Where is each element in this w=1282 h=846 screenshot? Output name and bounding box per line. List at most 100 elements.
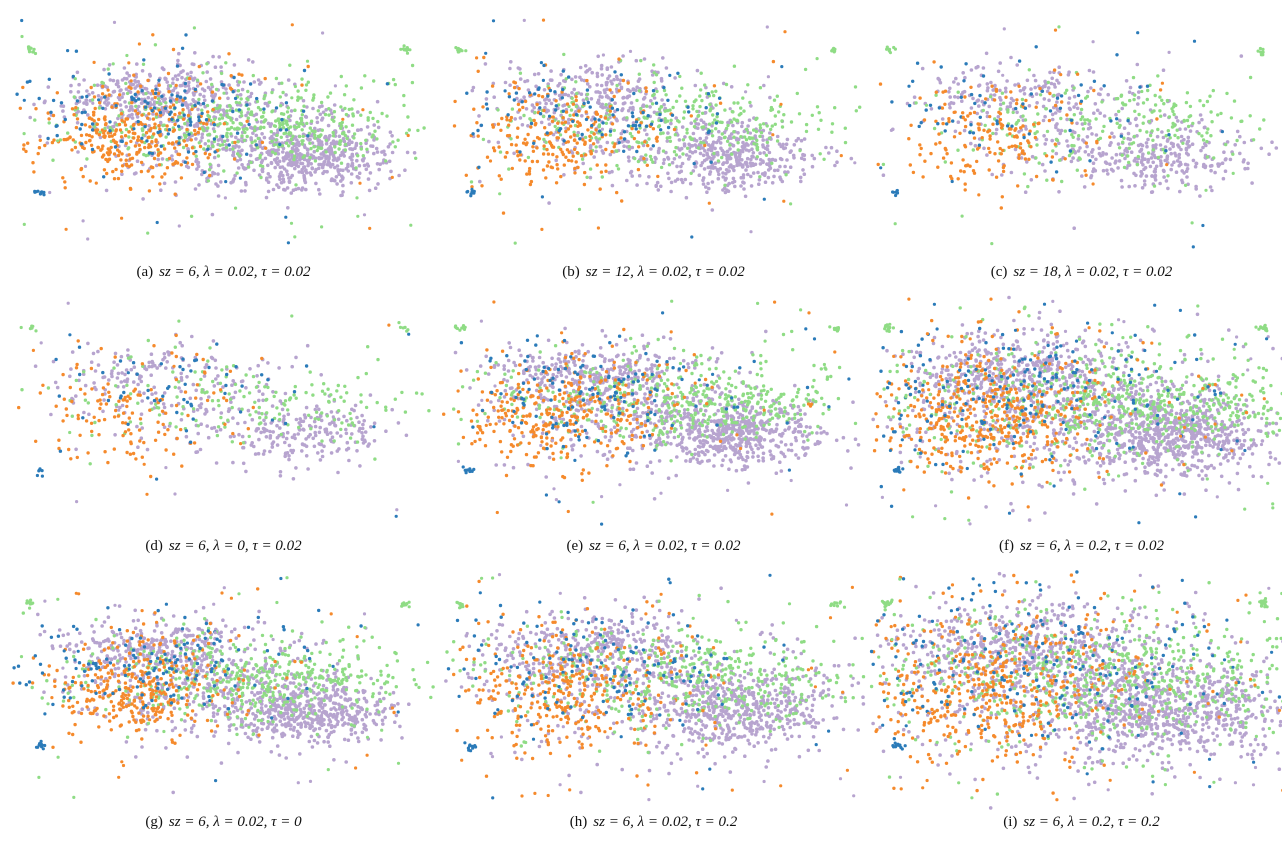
scatter-point xyxy=(1113,161,1117,165)
scatter-point xyxy=(1066,144,1070,148)
scatter-point xyxy=(343,140,347,144)
scatter-point xyxy=(637,160,640,163)
scatter-point xyxy=(174,74,178,78)
scatter-point xyxy=(345,137,348,140)
scatter-point xyxy=(1101,151,1105,155)
scatter-point xyxy=(575,99,578,102)
scatter-point xyxy=(916,62,919,65)
scatter-point xyxy=(75,126,78,129)
scatter-point xyxy=(1185,169,1189,173)
scatter-point xyxy=(84,123,87,126)
scatter-point xyxy=(346,163,350,167)
scatter-point xyxy=(222,83,225,86)
scatter-point xyxy=(1139,149,1143,153)
scatter-point xyxy=(257,389,261,393)
scatter-point xyxy=(653,81,656,84)
scatter-point xyxy=(1120,94,1123,97)
scatter-point xyxy=(998,61,1002,65)
scatter-point xyxy=(772,175,776,179)
scatter-point xyxy=(576,125,579,128)
scatter-point xyxy=(319,373,323,377)
scatter-point xyxy=(140,161,143,164)
scatter-point xyxy=(625,179,629,183)
scatter-point xyxy=(177,52,181,56)
scatter-point xyxy=(767,168,771,172)
scatter-point xyxy=(1055,152,1059,156)
scatter-point xyxy=(505,118,508,121)
scatter-point xyxy=(532,150,535,153)
scatter-point xyxy=(890,129,893,132)
scatter-point xyxy=(659,185,663,189)
scatter-point xyxy=(262,126,265,129)
scatter-point xyxy=(161,157,165,161)
scatter-point xyxy=(114,168,117,171)
scatter-point xyxy=(1054,29,1057,32)
scatter-point xyxy=(472,86,476,90)
scatter-point xyxy=(1099,154,1103,158)
scatter-point xyxy=(732,165,736,169)
scatter-point xyxy=(136,115,140,119)
scatter-point xyxy=(142,153,145,156)
scatter-point xyxy=(652,89,655,92)
scatter-point xyxy=(1043,115,1047,119)
scatter-point xyxy=(660,105,663,108)
scatter-point xyxy=(250,149,254,153)
scatter-point xyxy=(882,163,885,166)
scatter-point xyxy=(1021,114,1024,117)
scatter-point xyxy=(317,408,321,412)
scatter-point xyxy=(1183,119,1186,122)
scatter-point xyxy=(1089,86,1093,90)
scatter-point xyxy=(705,106,708,109)
scatter-point xyxy=(1252,138,1255,141)
scatter-point xyxy=(987,105,991,109)
scatter-point xyxy=(762,122,765,125)
scatter-point xyxy=(610,150,613,153)
scatter-point xyxy=(290,96,293,99)
scatter-point xyxy=(173,128,176,131)
scatter-point xyxy=(333,103,337,107)
scatter-point xyxy=(205,62,208,65)
scatter-point xyxy=(1219,112,1222,115)
scatter-point xyxy=(391,176,394,179)
scatter-point xyxy=(293,109,296,112)
scatter-point xyxy=(688,150,692,154)
scatter-point xyxy=(944,129,947,132)
scatter-point xyxy=(767,75,770,78)
scatter-point xyxy=(56,139,59,142)
scatter-point xyxy=(572,155,575,158)
scatter-point xyxy=(295,138,299,142)
caption-a: (a)sz = 6, λ = 0.02, τ = 0.02 xyxy=(10,264,437,281)
scatter-point xyxy=(731,124,735,128)
scatter-point xyxy=(88,134,91,137)
scatter-point xyxy=(732,177,736,181)
scatter-point xyxy=(509,119,512,122)
scatter-point xyxy=(190,215,193,218)
scatter-point xyxy=(368,227,371,230)
scatter-point xyxy=(648,105,652,109)
scatter-point xyxy=(579,66,583,70)
scatter-point xyxy=(1262,51,1265,54)
scatter-point xyxy=(934,142,937,145)
scatter-point xyxy=(611,184,615,188)
scatter-point xyxy=(509,137,512,140)
scatter-point xyxy=(229,87,232,90)
scatter-point xyxy=(1128,99,1131,102)
scatter-point xyxy=(217,55,221,59)
scatter-point xyxy=(571,151,575,155)
scatter-point xyxy=(118,93,121,96)
scatter-point xyxy=(215,88,218,91)
scatter-point xyxy=(750,184,754,188)
scatter-point xyxy=(184,33,187,36)
scatter-point xyxy=(387,145,391,149)
scatter-point xyxy=(548,115,551,118)
scatter-point xyxy=(789,165,793,169)
scatter-point xyxy=(938,78,942,82)
scatter-point xyxy=(379,162,383,166)
scatter-point xyxy=(130,368,134,372)
scatter-point xyxy=(1078,156,1081,159)
scatter-point xyxy=(1202,104,1205,107)
scatter-point xyxy=(344,143,347,146)
scatter-point xyxy=(620,109,624,113)
scatter-point xyxy=(744,168,748,172)
scatter-point xyxy=(1109,119,1112,122)
